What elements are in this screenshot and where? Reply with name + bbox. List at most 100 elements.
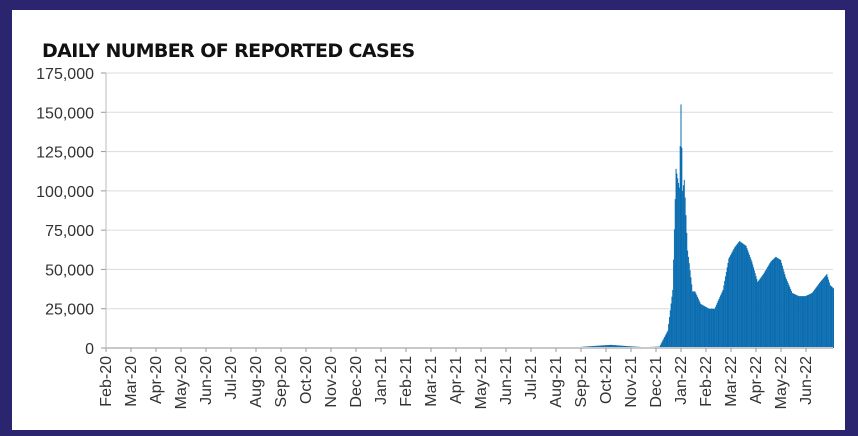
bar <box>827 276 829 348</box>
bar <box>830 285 832 348</box>
bar <box>810 293 812 348</box>
bar <box>730 253 732 348</box>
bar <box>596 345 598 348</box>
bar <box>794 294 796 348</box>
bar <box>722 289 724 348</box>
bar <box>741 242 743 348</box>
bar <box>724 280 726 348</box>
bar <box>699 302 701 348</box>
bar <box>738 242 740 348</box>
bar <box>690 277 692 348</box>
bar <box>678 187 680 348</box>
bar <box>787 283 789 348</box>
bar <box>797 295 799 348</box>
bar <box>675 168 677 348</box>
bar <box>807 294 809 348</box>
bar <box>602 345 604 348</box>
bar <box>715 306 717 348</box>
bar <box>785 277 787 348</box>
bar <box>706 307 708 348</box>
bar <box>799 296 801 348</box>
bar <box>620 345 622 348</box>
bar <box>818 284 820 348</box>
bar <box>723 285 725 348</box>
bar <box>757 282 759 348</box>
bar <box>661 341 663 348</box>
bar <box>769 262 771 348</box>
bar <box>673 229 675 348</box>
bar <box>815 287 817 348</box>
x-tick-label: Apr-20 <box>148 356 165 404</box>
bar <box>798 296 800 348</box>
bar <box>770 261 772 348</box>
bar <box>717 300 719 348</box>
bar <box>801 296 803 348</box>
x-tick-label: Jun-21 <box>498 356 515 405</box>
bar <box>775 256 777 348</box>
bar <box>805 295 807 348</box>
bar <box>694 291 696 348</box>
bar <box>600 345 602 348</box>
bar <box>814 288 816 348</box>
x-tick-label: May-20 <box>173 356 190 409</box>
bar <box>726 267 728 348</box>
bar <box>716 302 718 348</box>
bar <box>786 279 788 348</box>
bar <box>696 296 698 348</box>
bar <box>786 281 788 348</box>
bar <box>670 303 672 348</box>
bar <box>707 308 709 348</box>
x-tick-label: Aug-20 <box>248 356 265 408</box>
y-tick-label: 175,000 <box>36 66 94 83</box>
bar <box>792 293 794 348</box>
chart-title: DAILY NUMBER OF REPORTED CASES <box>42 40 415 62</box>
bar <box>762 274 764 348</box>
bar <box>612 345 614 348</box>
bar <box>701 304 703 348</box>
bar <box>710 308 712 348</box>
bar <box>800 296 802 348</box>
bar <box>812 291 814 348</box>
bar <box>809 294 811 348</box>
x-tick-label: Feb-21 <box>398 356 415 407</box>
bar <box>665 333 667 348</box>
bar <box>692 291 694 348</box>
bar <box>612 344 614 348</box>
bar <box>676 173 678 348</box>
bar <box>763 272 765 348</box>
x-tick-label: Jun-22 <box>798 356 815 405</box>
x-tick-label: Jul-21 <box>523 356 540 400</box>
bar <box>597 345 599 348</box>
bar <box>711 308 713 348</box>
x-tick-label: Mar-21 <box>423 356 440 407</box>
bar <box>623 345 625 348</box>
bar <box>720 295 722 348</box>
bar <box>682 185 684 348</box>
bar <box>668 317 670 348</box>
bar <box>692 291 694 348</box>
bar <box>803 296 805 348</box>
bar <box>743 244 745 348</box>
bar <box>816 286 818 348</box>
bar <box>681 147 683 348</box>
bar <box>721 291 723 348</box>
bar <box>678 183 680 348</box>
bar <box>768 264 770 348</box>
x-tick-label: Sep-21 <box>573 356 590 408</box>
bar <box>680 104 682 348</box>
bar <box>752 264 754 348</box>
bar <box>720 293 722 348</box>
y-tick-label: 100,000 <box>36 184 94 201</box>
bar <box>755 276 757 348</box>
bar <box>740 242 742 348</box>
bar <box>700 304 702 348</box>
bar <box>603 345 605 348</box>
x-tick-label: Apr-21 <box>448 356 465 404</box>
bar <box>687 250 689 348</box>
bar <box>800 296 802 348</box>
bar <box>667 330 669 348</box>
bar <box>593 345 595 348</box>
bar <box>624 345 626 348</box>
bar <box>679 146 681 348</box>
bar <box>718 299 720 348</box>
